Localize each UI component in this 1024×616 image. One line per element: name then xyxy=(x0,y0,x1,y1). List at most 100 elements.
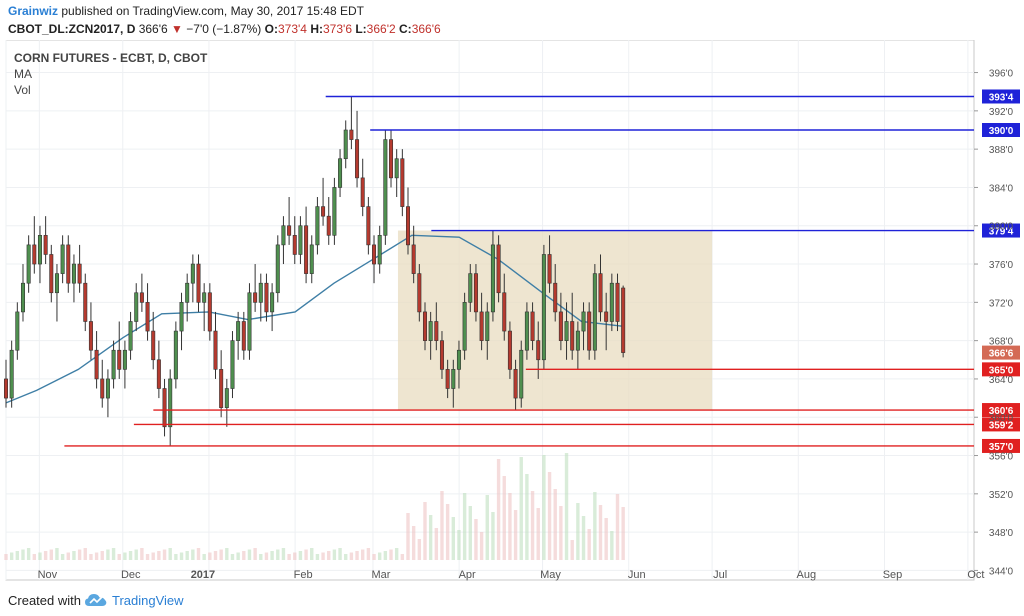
candle xyxy=(519,340,524,408)
candle xyxy=(20,264,25,322)
volume-bar xyxy=(281,548,286,560)
candle xyxy=(315,197,320,255)
x-tick-label: Mar xyxy=(371,569,390,581)
candle xyxy=(496,235,501,303)
price-chart[interactable]: 393'4 390'0 379'4 365'0 360'6 359'2 357'0 396'… xyxy=(0,40,1024,584)
candle xyxy=(428,311,433,360)
volume-bar xyxy=(213,551,218,560)
candle xyxy=(117,321,122,379)
volume-bar xyxy=(349,552,354,560)
candle xyxy=(287,197,292,245)
volume-bar xyxy=(519,457,523,560)
candle xyxy=(372,235,377,284)
candle xyxy=(541,244,546,370)
volume-bar xyxy=(355,551,359,560)
legend-ma[interactable]: MA xyxy=(14,67,32,81)
candle xyxy=(360,158,365,217)
price-axis: 396'0 392'0 388'0 384'0 380'0 376'0 372'0 368'0… xyxy=(974,69,1020,577)
volume-bar xyxy=(72,551,76,560)
last-price: 366'6 xyxy=(138,22,168,36)
candle xyxy=(179,292,184,351)
candle xyxy=(479,292,484,351)
volume-bar xyxy=(366,548,371,560)
y-tick-label: 368'0 xyxy=(989,337,1014,348)
volume-bar xyxy=(100,551,104,560)
candle xyxy=(270,283,275,332)
x-tick-label: Jul xyxy=(713,569,727,581)
candle xyxy=(326,197,331,245)
y-tick-label: 396'0 xyxy=(989,69,1014,80)
candle xyxy=(298,216,303,265)
candle xyxy=(281,216,286,265)
level-label: 379'4 xyxy=(989,227,1014,238)
candle xyxy=(213,311,218,379)
candle xyxy=(592,264,597,360)
level-label: 360'6 xyxy=(989,406,1014,417)
volume-bar xyxy=(372,554,376,560)
volume-bar xyxy=(179,552,184,560)
volume-bar xyxy=(428,515,433,560)
last-price-tag: 366'6 xyxy=(982,345,1020,360)
volume-bar xyxy=(196,548,201,560)
volume-bar xyxy=(451,517,455,560)
y-tick-label: 372'0 xyxy=(989,298,1014,309)
candle xyxy=(37,225,42,284)
candle xyxy=(434,302,439,351)
volume-bar xyxy=(581,516,586,560)
volume-bar xyxy=(457,530,461,560)
y-tick-label: 384'0 xyxy=(989,183,1014,194)
published-text: published on TradingView.com, May 30, 20… xyxy=(61,4,364,18)
candle xyxy=(105,369,110,418)
volume-bar xyxy=(111,548,116,560)
y-tick-label: 348'0 xyxy=(989,528,1014,539)
volume-bar xyxy=(383,551,388,560)
candle xyxy=(468,264,473,312)
close-label: C: xyxy=(399,22,412,36)
volume-bar xyxy=(49,549,53,560)
publisher-name[interactable]: Grainwiz xyxy=(8,4,59,18)
volume-bar xyxy=(491,512,495,560)
level-tag: 379'4 xyxy=(982,223,1020,238)
candle xyxy=(575,321,580,370)
level-label: 390'0 xyxy=(989,126,1014,137)
volume-bar xyxy=(604,518,608,560)
legend-vol[interactable]: Vol xyxy=(14,83,31,97)
candle xyxy=(621,285,626,358)
volume-bar xyxy=(485,495,489,560)
volume-bar xyxy=(106,549,110,560)
close-value: 366'6 xyxy=(411,22,441,36)
x-tick-label: Dec xyxy=(121,569,141,581)
x-tick-label: Sep xyxy=(883,569,903,581)
volume-bar xyxy=(338,548,342,560)
volume-bar xyxy=(128,551,133,560)
level-label: 357'0 xyxy=(989,442,1014,453)
volume-bar xyxy=(230,554,235,560)
volume-bar xyxy=(445,504,450,560)
candle xyxy=(83,273,88,332)
candle xyxy=(9,340,14,408)
tradingview-brand[interactable]: TradingView xyxy=(112,593,184,608)
volume-histogram xyxy=(4,453,625,560)
volume-bar xyxy=(361,549,365,560)
candle xyxy=(581,302,586,351)
volume-bar xyxy=(496,459,501,560)
volume-bar xyxy=(508,493,512,560)
down-arrow-icon: ▼ xyxy=(171,22,183,36)
candle xyxy=(151,311,156,370)
ohlc-line: CBOT_DL:ZCN2017, D 366'6 ▼ −7'0 (−1.87%)… xyxy=(8,22,441,36)
candle xyxy=(456,340,461,389)
volume-bar xyxy=(513,510,518,560)
candle xyxy=(304,206,309,284)
volume-bar xyxy=(253,548,257,560)
tradingview-cloud-icon[interactable] xyxy=(84,592,108,608)
candle xyxy=(32,216,37,274)
candle xyxy=(598,254,603,322)
candle xyxy=(570,292,575,360)
volume-bar xyxy=(26,548,31,560)
volume-bar xyxy=(117,554,121,560)
candle xyxy=(128,311,133,360)
chart-legend: CORN FUTURES - ECBT, D, CBOT MA Vol xyxy=(14,51,208,97)
candle xyxy=(564,302,569,360)
candle xyxy=(202,283,207,332)
open-label: O: xyxy=(264,22,278,36)
